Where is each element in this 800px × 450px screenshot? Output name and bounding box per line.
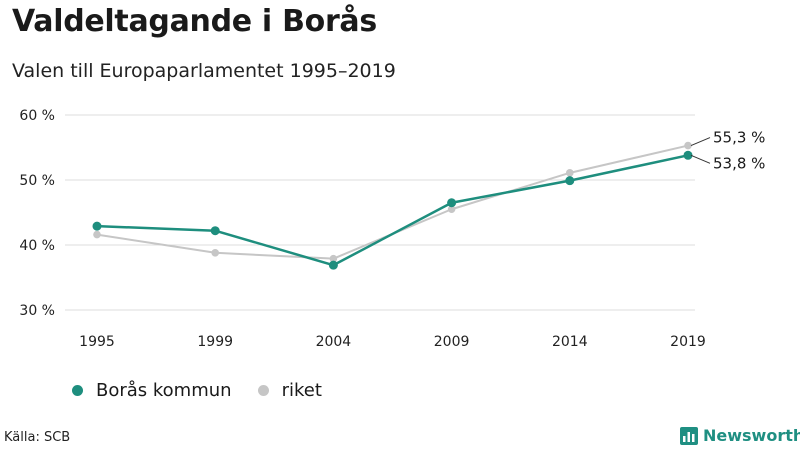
data-point	[93, 230, 101, 239]
legend-item-riket: riket	[257, 380, 322, 401]
chart-subtitle: Valen till Europaparlamentet 1995–2019	[12, 60, 396, 82]
series-line-riket	[96, 144, 689, 260]
x-tick-label: 2014	[552, 334, 588, 350]
end-data-label: 55,3 %	[713, 129, 765, 147]
legend-marker-riket	[257, 385, 269, 396]
data-point	[329, 254, 338, 263]
x-tick-label: 1999	[197, 334, 233, 350]
y-tick-label: 50 %	[19, 173, 55, 189]
legend-label-boras: Borås kommun	[96, 380, 232, 401]
data-point	[683, 150, 693, 160]
data-point	[210, 226, 220, 236]
brand-logo[interactable]: Newsworthy	[680, 426, 800, 445]
x-tick-label: 1995	[79, 334, 115, 350]
data-point	[566, 169, 574, 177]
end-label-leader	[690, 154, 711, 164]
end-data-label: 53,8 %	[713, 154, 765, 172]
legend-label-riket: riket	[281, 380, 322, 401]
series-line-boras	[96, 154, 689, 267]
y-tick-label: 40 %	[19, 238, 55, 254]
legend: Borås kommun riket	[72, 380, 348, 401]
source-note: Källa: SCB	[4, 430, 71, 445]
chart-title: Valdeltagande i Borås	[12, 4, 377, 39]
data-point	[211, 249, 219, 257]
legend-marker-boras	[72, 385, 83, 396]
data-point	[565, 176, 575, 186]
data-point	[328, 260, 338, 270]
x-tick-label: 2004	[316, 334, 352, 350]
y-tick-label: 60 %	[19, 108, 55, 124]
data-point	[447, 205, 456, 214]
data-point	[92, 221, 102, 231]
y-tick-label: 30 %	[19, 303, 55, 319]
brand-name: Newsworthy	[703, 426, 800, 445]
data-point	[684, 141, 692, 150]
data-point	[447, 198, 457, 208]
x-tick-label: 2019	[670, 334, 706, 350]
legend-item-boras: Borås kommun	[72, 380, 232, 401]
bar-chart-icon	[680, 426, 698, 445]
x-tick-label: 2009	[434, 334, 470, 350]
end-label-leader	[690, 137, 711, 147]
